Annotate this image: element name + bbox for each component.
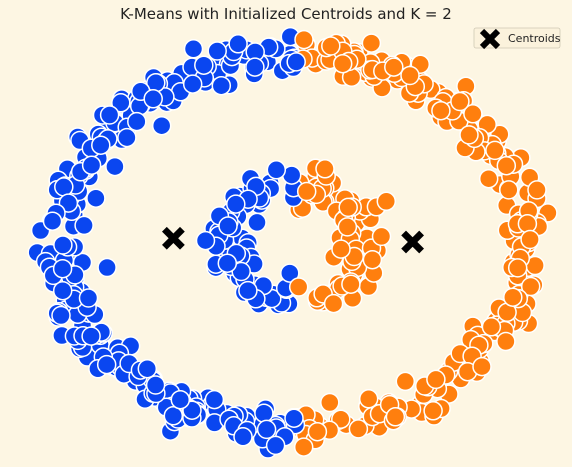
- data-point-cluster-1: [478, 168, 499, 189]
- data-point-cluster-0: [194, 55, 214, 75]
- data-point-cluster-0: [245, 57, 265, 77]
- data-point-cluster-1: [459, 125, 479, 145]
- data-point-cluster-1: [323, 293, 344, 314]
- data-point-cluster-1: [361, 33, 382, 53]
- data-point-cluster-0: [284, 408, 304, 428]
- data-point-cluster-0: [218, 216, 238, 236]
- data-point-cluster-0: [54, 177, 74, 197]
- data-point-cluster-1: [520, 229, 540, 250]
- data-points: [27, 26, 558, 459]
- data-point-cluster-1: [331, 239, 351, 259]
- data-point-cluster-0: [151, 115, 172, 136]
- data-point-cluster-0: [99, 105, 120, 125]
- data-point-cluster-1: [423, 401, 443, 421]
- data-point-cluster-0: [78, 288, 99, 308]
- data-point-cluster-1: [320, 392, 340, 413]
- centroid-markers: [162, 226, 424, 254]
- data-point-cluster-1: [517, 213, 538, 234]
- data-point-cluster-0: [74, 215, 94, 236]
- data-point-cluster-0: [204, 389, 225, 410]
- data-point-cluster-1: [496, 331, 516, 352]
- data-point-cluster-1: [337, 217, 358, 237]
- data-point-cluster-1: [307, 421, 328, 442]
- data-point-cluster-1: [496, 155, 517, 176]
- data-point-cluster-1: [431, 100, 451, 121]
- data-point-cluster-0: [170, 389, 191, 410]
- data-point-cluster-0: [81, 326, 101, 346]
- data-point-cluster-1: [362, 249, 383, 270]
- data-point-cluster-1: [520, 276, 541, 297]
- data-point-cluster-0: [51, 305, 71, 326]
- data-point-cluster-0: [266, 160, 287, 180]
- data-point-cluster-0: [145, 375, 166, 395]
- data-point-cluster-1: [527, 180, 547, 200]
- data-point-cluster-1: [321, 36, 341, 56]
- centroid-marker-1: [401, 230, 424, 254]
- data-point-cluster-0: [42, 211, 63, 231]
- data-point-cluster-1: [481, 317, 502, 337]
- data-point-cluster-0: [207, 41, 227, 61]
- data-point-cluster-0: [52, 280, 73, 301]
- data-point-cluster-0: [280, 263, 300, 283]
- data-point-cluster-0: [228, 34, 248, 54]
- data-point-cluster-1: [395, 371, 416, 392]
- data-point-cluster-0: [127, 111, 147, 132]
- legend-label-centroids: Centroids: [508, 32, 561, 45]
- legend-x-mark: [479, 28, 501, 50]
- data-point-cluster-1: [315, 159, 335, 179]
- data-point-cluster-0: [183, 39, 204, 59]
- data-point-cluster-1: [450, 91, 470, 112]
- data-point-cluster-0: [53, 235, 73, 255]
- data-point-cluster-1: [296, 181, 317, 202]
- data-point-cluster-0: [247, 212, 267, 233]
- centroid-marker-0: [162, 226, 185, 250]
- legend: Centroids: [473, 27, 561, 50]
- data-point-cluster-0: [96, 354, 117, 375]
- data-point-cluster-1: [400, 65, 420, 86]
- data-point-cluster-1: [503, 287, 523, 307]
- data-point-cluster-1: [507, 258, 528, 278]
- data-point-cluster-0: [117, 127, 137, 148]
- data-point-cluster-0: [86, 188, 106, 208]
- data-point-cluster-0: [265, 435, 286, 456]
- data-point-cluster-0: [163, 406, 184, 426]
- data-point-cluster-1: [426, 369, 446, 390]
- data-point-cluster-0: [233, 427, 253, 447]
- data-point-cluster-0: [195, 230, 216, 251]
- data-point-cluster-0: [137, 358, 158, 379]
- data-point-cluster-1: [288, 277, 309, 297]
- data-point-cluster-0: [105, 156, 125, 177]
- data-point-cluster-0: [256, 419, 277, 440]
- data-point-cluster-1: [463, 104, 483, 124]
- data-point-cluster-0: [182, 74, 203, 94]
- data-point-cluster-1: [293, 437, 314, 457]
- data-point-cluster-1: [499, 180, 519, 200]
- data-point-cluster-0: [52, 258, 73, 279]
- data-point-cluster-0: [226, 194, 246, 214]
- data-point-cluster-1: [341, 274, 361, 294]
- data-point-cluster-0: [91, 135, 111, 155]
- data-point-cluster-1: [294, 29, 314, 50]
- data-point-cluster-1: [332, 53, 353, 74]
- data-point-cluster-1: [472, 356, 492, 377]
- data-point-cluster-0: [238, 280, 258, 301]
- legend-centroid-x-icon: [479, 28, 501, 50]
- data-point-cluster-0: [286, 52, 306, 72]
- data-point-cluster-0: [254, 403, 274, 423]
- data-point-cluster-1: [338, 197, 358, 218]
- data-point-cluster-0: [211, 75, 232, 96]
- data-point-cluster-1: [384, 57, 404, 77]
- data-point-cluster-1: [348, 419, 369, 439]
- data-point-cluster-0: [81, 155, 102, 175]
- chart-title: K-Means with Initialized Centroids and K…: [120, 5, 452, 23]
- data-point-cluster-1: [485, 140, 505, 161]
- data-point-cluster-0: [217, 253, 238, 273]
- data-point-cluster-0: [97, 257, 117, 278]
- data-point-cluster-1: [376, 191, 397, 212]
- data-point-cluster-1: [385, 407, 406, 427]
- data-point-cluster-1: [371, 226, 392, 247]
- data-point-cluster-0: [143, 89, 163, 109]
